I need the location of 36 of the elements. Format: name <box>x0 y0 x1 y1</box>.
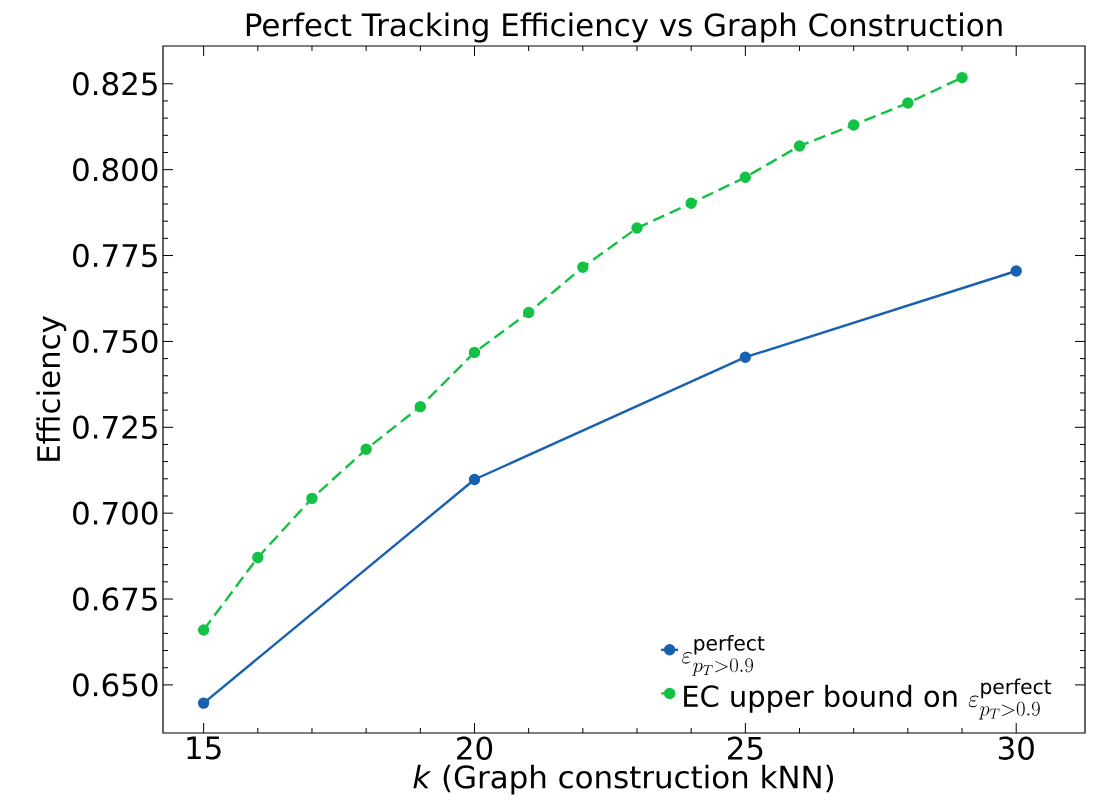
y-tick-label: 0.775 <box>73 243 157 268</box>
point <box>631 222 643 234</box>
x-tick-label: 20 <box>457 736 493 760</box>
point <box>577 261 589 273</box>
point <box>414 400 427 413</box>
point <box>197 697 210 709</box>
point <box>956 71 968 84</box>
point <box>848 119 860 131</box>
legend-label: $\varepsilon^{\text{perfect}}_{p_T > 0.9}$ <box>681 635 765 676</box>
y-tick-label: 0.700 <box>73 501 158 525</box>
point <box>685 197 697 210</box>
point <box>739 351 752 363</box>
y-tick-label: 0.750 <box>73 329 158 354</box>
point <box>793 140 806 152</box>
point <box>522 306 535 319</box>
point <box>739 171 752 183</box>
y-axis-title: Efficiency <box>36 316 67 461</box>
point <box>360 443 372 455</box>
y-tick-label: 0.800 <box>73 157 158 182</box>
y-tick-label: 0.825 <box>73 72 157 96</box>
point <box>306 492 318 505</box>
x-tick-label: 25 <box>727 736 763 760</box>
x-axis-title: k (Graph construction kNN) <box>413 764 834 795</box>
point <box>468 473 481 486</box>
x-tick-label: 30 <box>998 736 1034 760</box>
point <box>197 624 210 636</box>
y-tick-label: 0.725 <box>73 415 157 439</box>
point <box>468 346 481 359</box>
legend-label: $\text{EC upper bound on }\varepsilon^{\text{perfect}}_{p_T > 0.9}$ <box>684 678 1052 720</box>
point <box>1010 265 1022 277</box>
y-tick-label: 0.650 <box>73 673 158 697</box>
x-tick-label: 15 <box>187 736 221 760</box>
chart-title: Perfect Tracking Efficiency vs Graph Construction <box>246 12 1002 43</box>
point <box>252 551 264 564</box>
y-tick-label: 0.675 <box>73 587 157 611</box>
point <box>902 97 914 109</box>
